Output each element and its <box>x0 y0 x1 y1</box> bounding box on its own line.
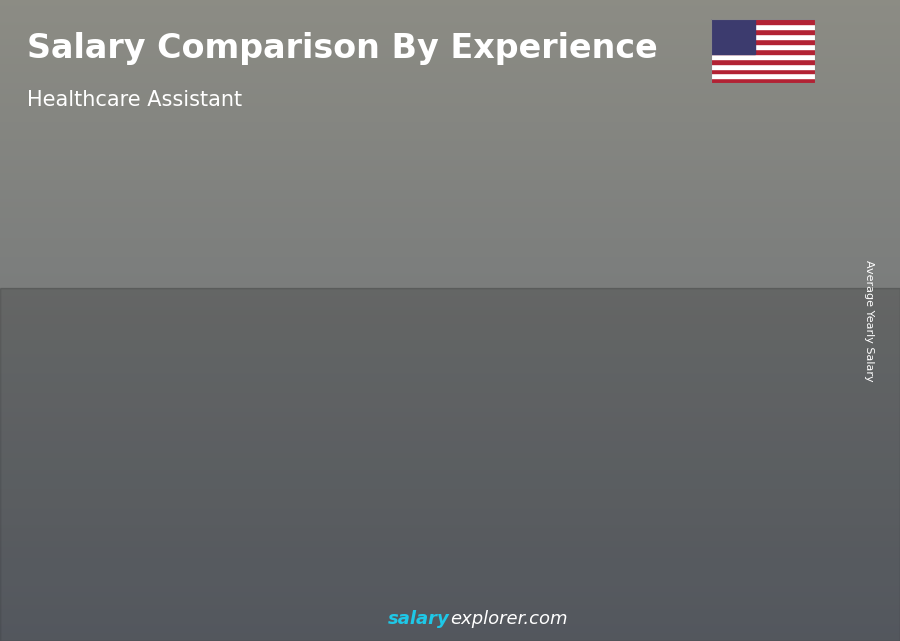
Bar <box>468 245 536 255</box>
Text: +22%: +22% <box>399 187 462 206</box>
Bar <box>711 59 814 63</box>
Bar <box>711 49 814 54</box>
Bar <box>213 387 267 577</box>
Text: Average Yearly Salary: Average Yearly Salary <box>863 260 874 381</box>
Bar <box>711 44 814 49</box>
Bar <box>598 226 665 237</box>
Text: 10 to 15: 10 to 15 <box>464 607 539 622</box>
Text: 5 to 10: 5 to 10 <box>340 607 403 622</box>
Bar <box>468 247 474 577</box>
Bar <box>711 39 814 44</box>
Bar <box>267 387 275 577</box>
Text: 80,800 USD: 80,800 USD <box>343 284 421 297</box>
Bar <box>603 229 657 577</box>
Bar <box>208 387 214 577</box>
Bar <box>711 24 814 29</box>
Text: 98,500 USD: 98,500 USD <box>463 224 541 238</box>
Bar <box>397 307 405 577</box>
Bar <box>711 54 814 59</box>
Bar <box>728 196 796 208</box>
Text: +42%: +42% <box>268 238 331 258</box>
Text: 2 to 5: 2 to 5 <box>215 607 267 622</box>
Bar <box>657 229 665 577</box>
Bar <box>338 304 405 313</box>
Bar <box>598 229 605 577</box>
Text: +6%: +6% <box>536 179 585 198</box>
Text: salary: salary <box>388 610 450 628</box>
Polygon shape <box>0 288 900 641</box>
Bar <box>734 199 788 577</box>
Text: 15 to 20: 15 to 20 <box>594 607 669 622</box>
Text: 20+ Years: 20+ Years <box>716 607 806 622</box>
Bar <box>711 29 814 34</box>
Bar <box>83 439 137 577</box>
Text: +38%: +38% <box>139 326 202 345</box>
Text: Salary Comparison By Experience: Salary Comparison By Experience <box>27 32 658 65</box>
Bar <box>728 199 734 577</box>
Bar <box>711 19 754 54</box>
Bar <box>711 34 814 39</box>
Text: explorer.com: explorer.com <box>450 610 568 628</box>
Bar <box>711 19 814 24</box>
Bar <box>343 307 397 577</box>
Bar <box>527 247 536 577</box>
Text: 41,200 USD: 41,200 USD <box>27 416 105 429</box>
Bar <box>711 69 814 74</box>
Text: < 2 Years: < 2 Years <box>69 607 154 622</box>
Bar <box>711 74 814 78</box>
Bar <box>711 63 814 69</box>
Bar <box>711 78 814 83</box>
Text: +9%: +9% <box>665 142 715 161</box>
Text: Healthcare Assistant: Healthcare Assistant <box>27 90 242 110</box>
Bar <box>77 437 145 444</box>
Bar <box>473 247 527 577</box>
Text: 104,000 USD: 104,000 USD <box>588 206 675 219</box>
Bar <box>137 439 145 577</box>
Bar <box>208 385 275 392</box>
Bar <box>338 307 345 577</box>
Text: 113,000 USD: 113,000 USD <box>718 176 806 189</box>
Text: 56,800 USD: 56,800 USD <box>202 364 281 377</box>
Bar <box>788 199 796 577</box>
Bar <box>77 439 85 577</box>
